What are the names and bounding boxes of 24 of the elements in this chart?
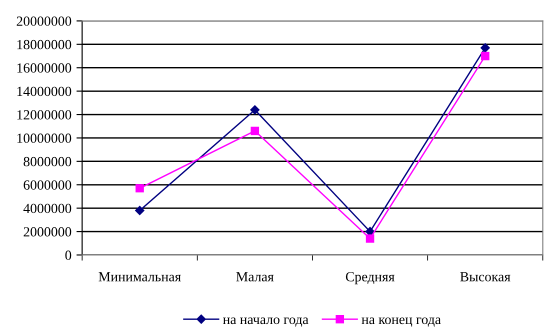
point	[366, 234, 374, 243]
point	[250, 105, 260, 114]
point	[480, 43, 490, 52]
y-tick-label: 4000000	[23, 204, 72, 214]
y-tick-label: 6000000	[24, 180, 72, 190]
legend-label: на конец года	[362, 317, 441, 327]
x-tick-label: Высокая	[460, 272, 510, 282]
legend-label: на начало года	[223, 317, 308, 327]
point	[250, 126, 260, 136]
y-tick-label: 18000000	[17, 40, 72, 50]
point	[135, 206, 144, 216]
y-tick-label: 8000000	[24, 156, 72, 166]
x-tick-label: Минимальная	[98, 272, 181, 282]
x-tick-label: Средняя	[346, 272, 395, 284]
y-tick-label: 14000000	[17, 86, 72, 96]
x-tick-label: Малая	[236, 272, 274, 282]
point	[136, 184, 144, 192]
y-tick-label: 0	[65, 250, 72, 260]
y-tick-label: 10000000	[17, 134, 72, 143]
point	[481, 52, 490, 60]
y-tick-label: 12000000	[17, 110, 72, 120]
y-tick-label: 16000000	[17, 63, 72, 73]
y-tick-label: 2000000	[24, 227, 72, 237]
y-tick-label: 20000000	[16, 16, 72, 26]
